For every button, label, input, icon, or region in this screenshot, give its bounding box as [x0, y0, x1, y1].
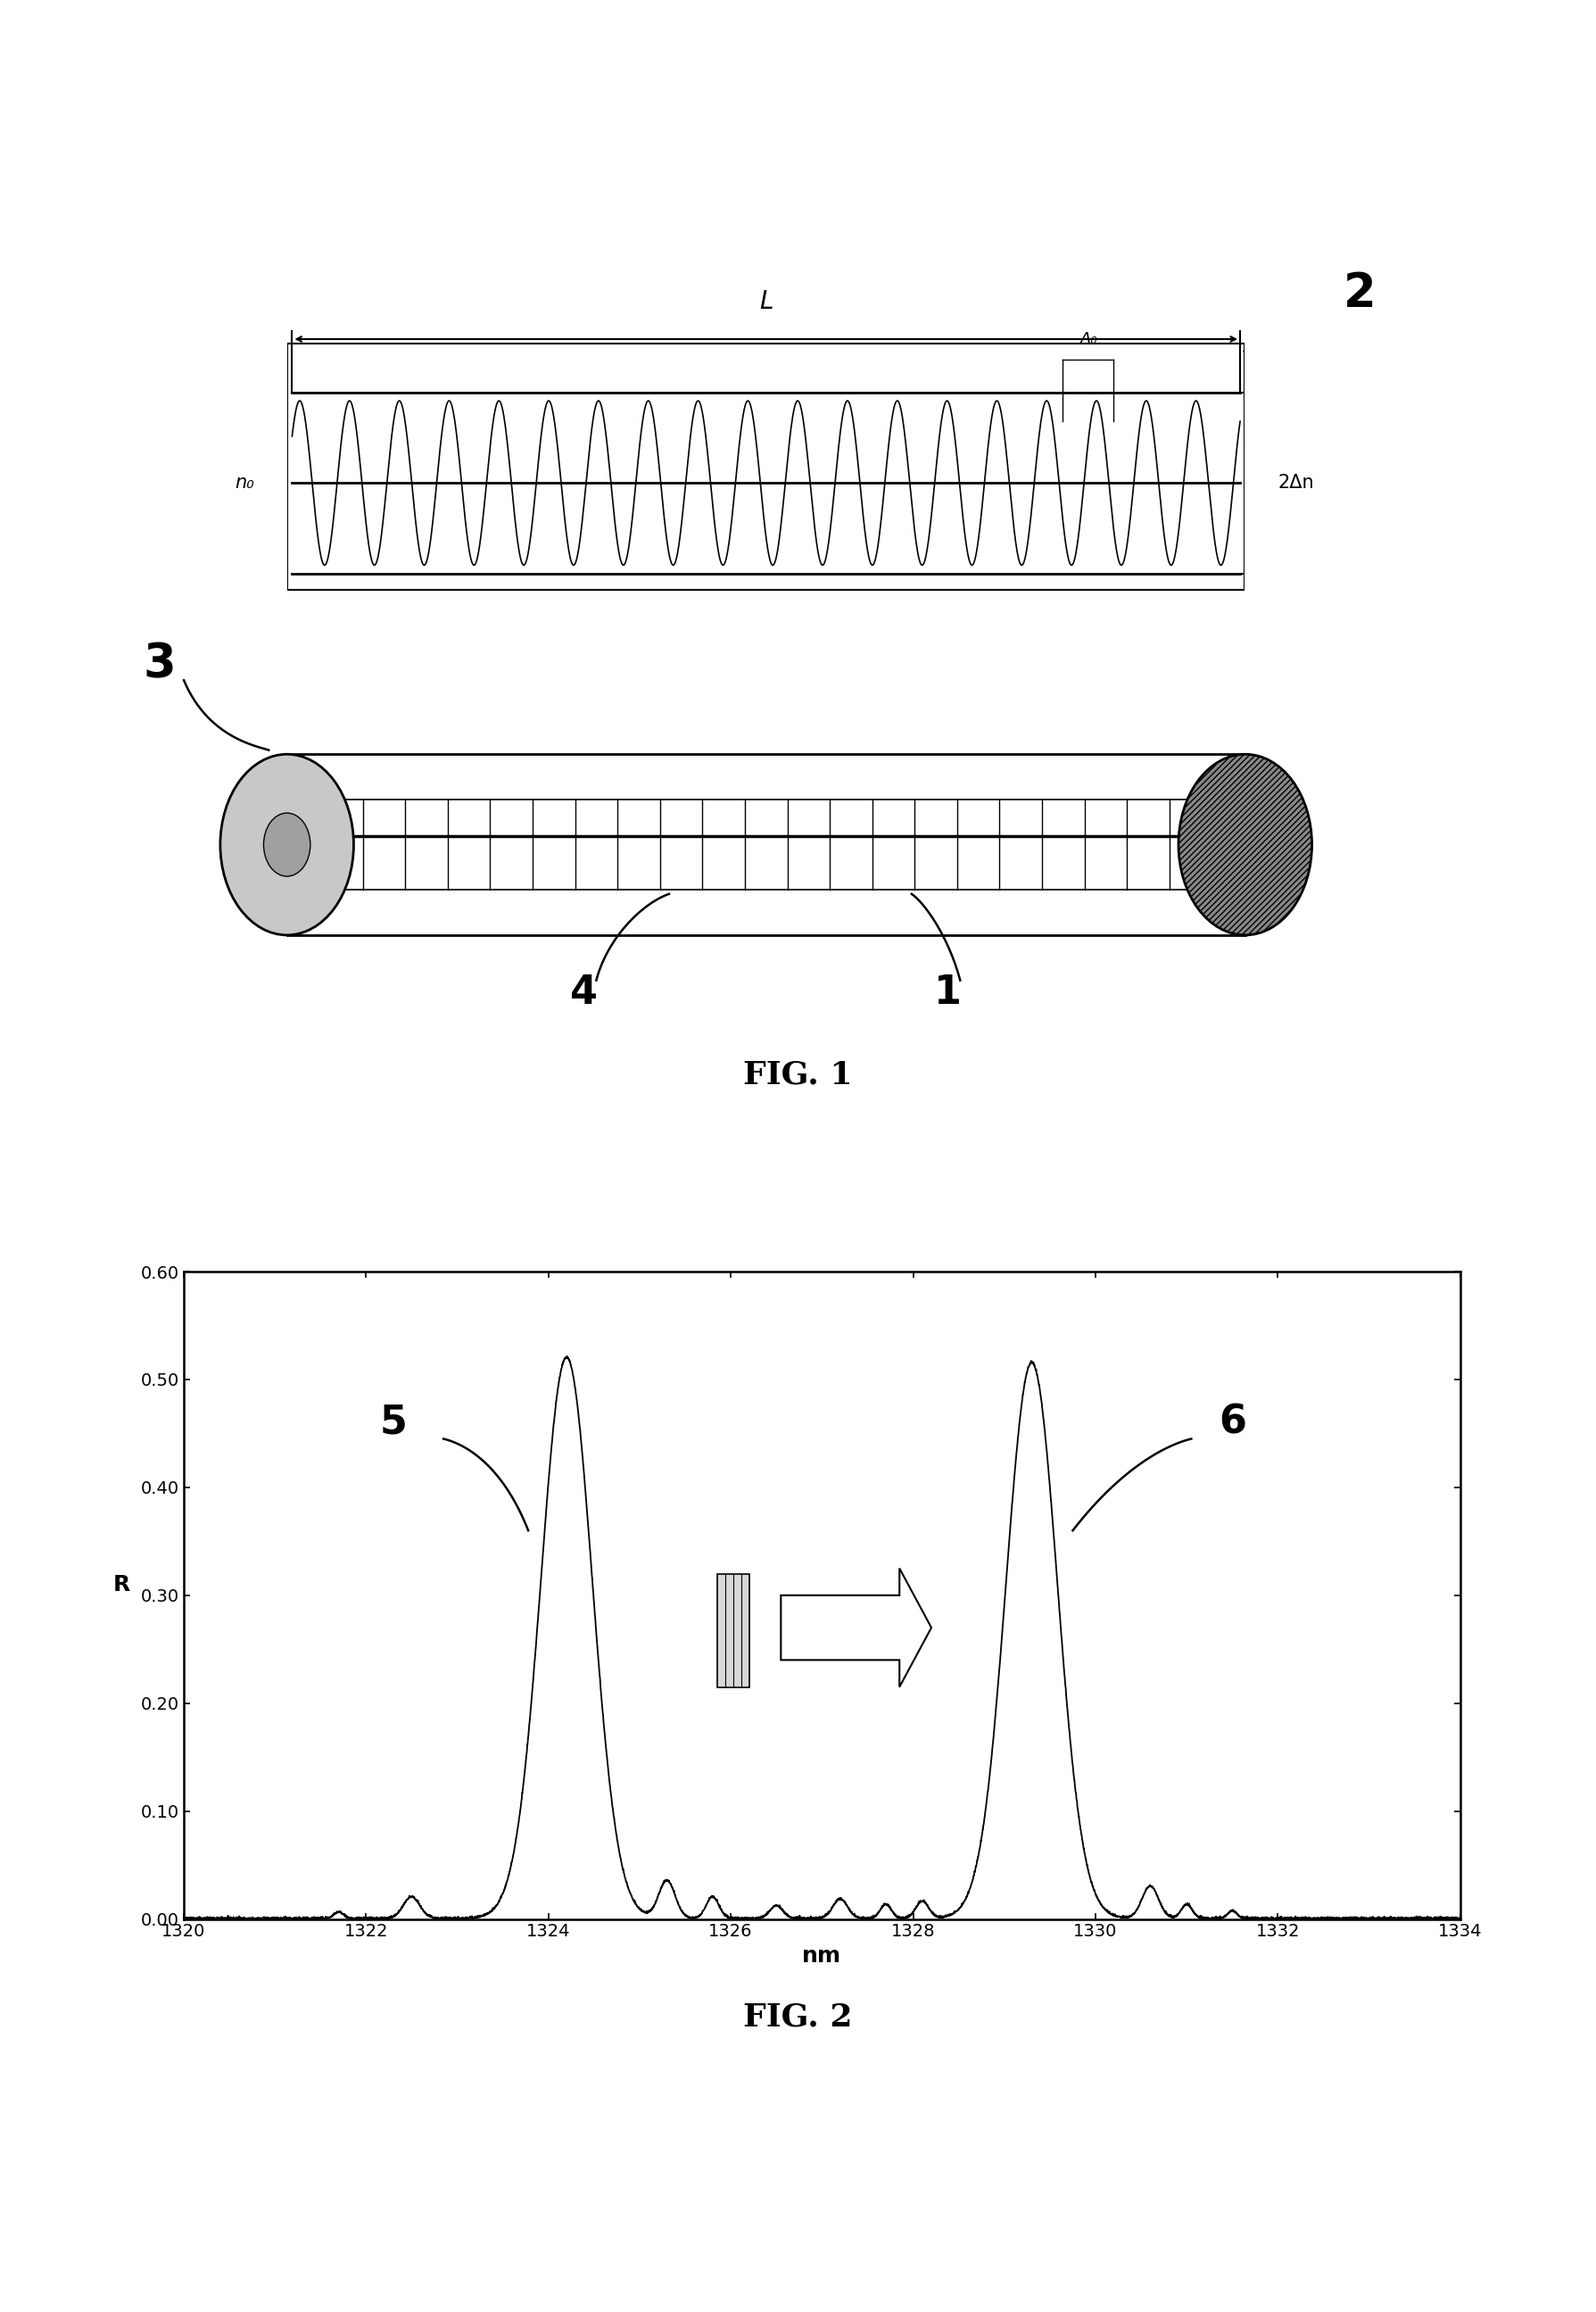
- Text: 2: 2: [1344, 271, 1376, 317]
- Text: 6: 6: [1218, 1403, 1246, 1443]
- Text: 4: 4: [570, 973, 598, 1013]
- Ellipse shape: [220, 754, 354, 934]
- Text: FIG. 1: FIG. 1: [744, 1059, 852, 1091]
- Ellipse shape: [1178, 754, 1312, 934]
- Text: FIG. 2: FIG. 2: [744, 2002, 852, 2032]
- X-axis label: nm: nm: [803, 1944, 841, 1968]
- FancyArrow shape: [780, 1568, 932, 1688]
- Bar: [717, 1574, 749, 1688]
- Ellipse shape: [263, 814, 310, 876]
- Y-axis label: R: R: [113, 1574, 131, 1595]
- Text: n₀: n₀: [235, 474, 254, 492]
- Text: L: L: [760, 289, 772, 314]
- Text: 5: 5: [380, 1403, 407, 1443]
- Text: Λ₀: Λ₀: [1079, 331, 1096, 347]
- Text: 1: 1: [934, 973, 962, 1013]
- Text: 3: 3: [144, 640, 176, 687]
- Text: 2Δn: 2Δn: [1278, 474, 1315, 492]
